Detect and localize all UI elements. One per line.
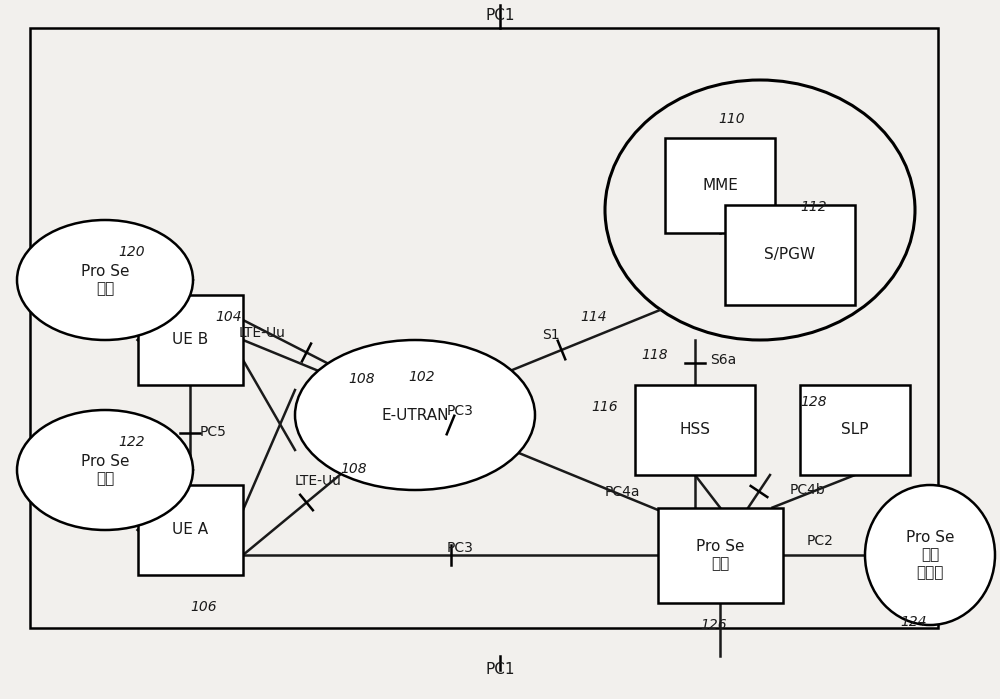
- Ellipse shape: [295, 340, 535, 490]
- Text: PC1: PC1: [485, 8, 515, 22]
- Text: 116: 116: [591, 400, 618, 414]
- Text: UE B: UE B: [172, 333, 208, 347]
- Text: S6a: S6a: [710, 353, 736, 367]
- Ellipse shape: [17, 220, 193, 340]
- Text: PC4b: PC4b: [790, 483, 826, 497]
- Text: Pro Se
应用
服务器: Pro Se 应用 服务器: [906, 530, 954, 580]
- Text: PC1: PC1: [485, 663, 515, 677]
- Bar: [138, 295, 242, 385]
- Bar: [725, 205, 855, 305]
- Ellipse shape: [17, 410, 193, 530]
- Text: PC2: PC2: [807, 534, 833, 548]
- Text: Pro Se
功能: Pro Se 功能: [696, 539, 744, 571]
- Text: S/PGW: S/PGW: [764, 247, 816, 263]
- Text: 110: 110: [718, 112, 745, 126]
- Text: LTE-Uu: LTE-Uu: [238, 326, 285, 340]
- Bar: [658, 507, 782, 603]
- Text: PC5: PC5: [200, 425, 227, 439]
- Text: E-UTRAN: E-UTRAN: [381, 408, 449, 422]
- Bar: [665, 138, 775, 233]
- Text: 102: 102: [408, 370, 435, 384]
- Text: 126: 126: [700, 618, 727, 632]
- Text: UE A: UE A: [172, 522, 208, 538]
- Bar: [30, 28, 938, 628]
- Text: 122: 122: [118, 435, 145, 449]
- Text: MME: MME: [702, 178, 738, 192]
- Text: PC3: PC3: [447, 404, 473, 418]
- Text: 124: 124: [900, 615, 927, 629]
- Text: Pro Se
应用: Pro Se 应用: [81, 454, 129, 487]
- Text: 112: 112: [800, 200, 827, 214]
- Bar: [635, 385, 755, 475]
- Text: HSS: HSS: [680, 422, 710, 438]
- Text: 128: 128: [800, 395, 827, 409]
- Text: 120: 120: [118, 245, 145, 259]
- Text: 108: 108: [348, 372, 375, 386]
- Bar: [800, 385, 910, 475]
- Text: PC3: PC3: [447, 541, 473, 555]
- Text: 118: 118: [641, 348, 668, 362]
- Text: PC4a: PC4a: [604, 485, 640, 499]
- Text: 104: 104: [215, 310, 242, 324]
- Text: S1: S1: [542, 328, 560, 342]
- Bar: [138, 485, 242, 575]
- Ellipse shape: [865, 485, 995, 625]
- Text: Pro Se
应用: Pro Se 应用: [81, 264, 129, 296]
- Text: 106: 106: [190, 600, 217, 614]
- Text: SLP: SLP: [841, 422, 869, 438]
- Text: 108: 108: [340, 462, 367, 476]
- Text: 114: 114: [580, 310, 607, 324]
- Text: LTE-Uu: LTE-Uu: [295, 474, 342, 488]
